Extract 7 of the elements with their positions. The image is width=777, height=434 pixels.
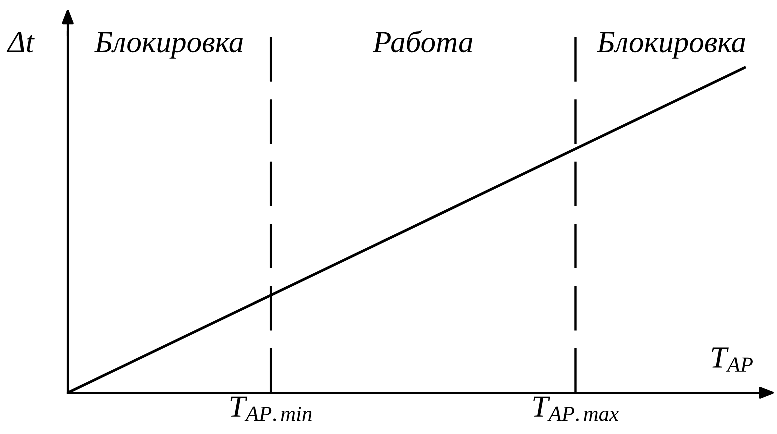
y-axis-title: Δt [6, 32, 35, 53]
x-tick-label: T$_{AP.min}$ [230, 396, 312, 422]
text: Блокировка [596, 32, 746, 59]
text: Работа [372, 30, 473, 53]
x-tick-label: T$_{AP.max}$ [534, 396, 619, 422]
x-axis-title: T$_{AP}$ [712, 348, 753, 372]
text: Блокировка [94, 32, 243, 59]
